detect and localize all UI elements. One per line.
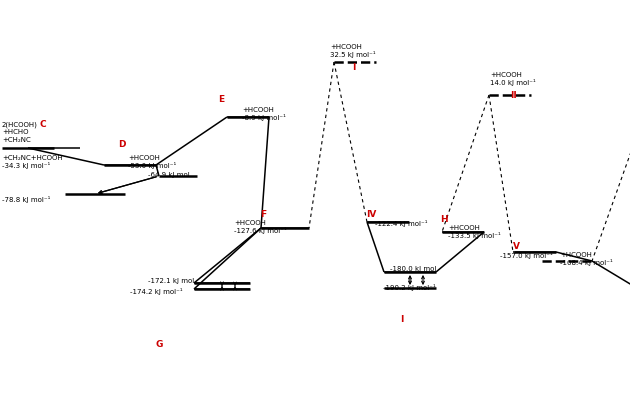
Text: 2(HCOOH)
+HCHO
+CH₂NC: 2(HCOOH) +HCHO +CH₂NC xyxy=(2,122,38,142)
Text: F: F xyxy=(260,210,266,219)
Text: IV: IV xyxy=(366,210,376,219)
Text: -174.2 kJ mol⁻¹: -174.2 kJ mol⁻¹ xyxy=(130,288,183,295)
Text: -190.2 kJ mol⁻¹: -190.2 kJ mol⁻¹ xyxy=(383,284,436,291)
Text: +HCOOH
-127.6 kJ mol⁻¹: +HCOOH -127.6 kJ mol⁻¹ xyxy=(234,220,287,234)
Text: -172.1 kJ mol: -172.1 kJ mol xyxy=(148,278,194,284)
Text: +HCOOH
-53.0 kJ mol⁻¹: +HCOOH -53.0 kJ mol⁻¹ xyxy=(128,155,176,169)
Text: G: G xyxy=(155,340,163,349)
Text: I: I xyxy=(352,63,355,72)
Text: +HCOOH
-133.5 kJ mol⁻¹: +HCOOH -133.5 kJ mol⁻¹ xyxy=(448,225,501,239)
Text: -180.0 kJ mol: -180.0 kJ mol xyxy=(390,266,437,272)
Text: -64.9 kJ mol: -64.9 kJ mol xyxy=(148,172,190,178)
Text: I: I xyxy=(400,315,403,324)
Text: V: V xyxy=(513,242,520,251)
Text: +HCOOH
-168.4 kJ mol⁻¹: +HCOOH -168.4 kJ mol⁻¹ xyxy=(560,252,613,266)
Text: -157.0 kJ mol⁻¹: -157.0 kJ mol⁻¹ xyxy=(500,252,553,259)
Text: +HCOOH
14.0 kJ mol⁻¹: +HCOOH 14.0 kJ mol⁻¹ xyxy=(490,72,536,86)
Text: +HCOOH
-8.9 kJ mol⁻¹: +HCOOH -8.9 kJ mol⁻¹ xyxy=(242,107,286,121)
Text: +CH₂NC+HCOOH
-34.3 kJ mol⁻¹: +CH₂NC+HCOOH -34.3 kJ mol⁻¹ xyxy=(2,155,62,169)
Text: -78.8 kJ mol⁻¹: -78.8 kJ mol⁻¹ xyxy=(2,196,50,203)
Text: H: H xyxy=(440,215,448,224)
Text: D: D xyxy=(118,140,125,149)
Text: +HCOOH
32.5 kJ mol⁻¹: +HCOOH 32.5 kJ mol⁻¹ xyxy=(330,44,375,58)
Text: -122.4 kJ mol⁻¹: -122.4 kJ mol⁻¹ xyxy=(375,220,428,227)
Text: II: II xyxy=(510,91,517,100)
Text: E: E xyxy=(218,95,224,104)
Text: C: C xyxy=(40,120,47,129)
